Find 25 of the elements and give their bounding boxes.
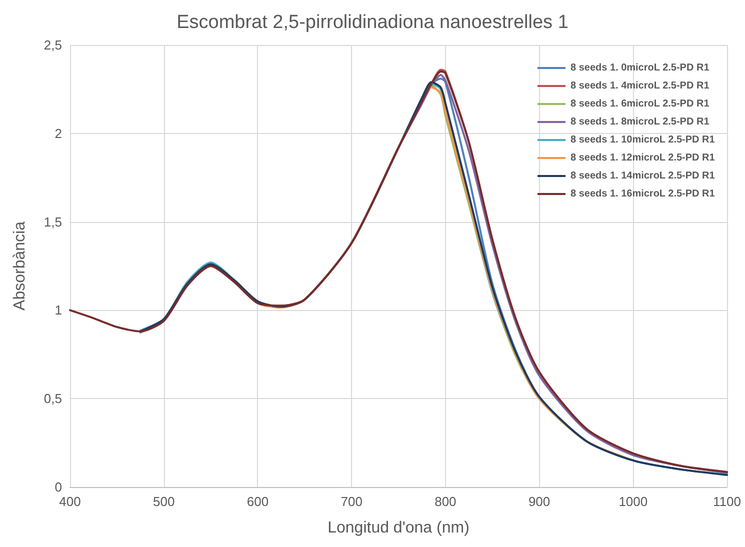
y-tick-label: 2 [54,126,62,141]
legend-label: 8 seeds 1. 14microL 2.5-PD R1 [570,170,716,182]
x-tick-label: 900 [528,494,550,509]
x-tick-label: 1100 [713,494,741,509]
x-tick-label: 500 [153,494,175,509]
legend-label: 8 seeds 1. 12microL 2.5-PD R1 [570,152,716,164]
legend-label: 8 seeds 1. 16microL 2.5-PD R1 [570,188,716,200]
x-tick-label: 700 [340,494,362,509]
y-tick-label: 0 [54,480,62,494]
legend-label: 8 seeds 1. 4microL 2.5-PD R1 [570,80,710,92]
y-tick-label: 2,5 [44,38,62,52]
legend-label: 8 seeds 1. 0microL 2.5-PD R1 [570,62,710,74]
x-tick-label: 400 [59,494,81,509]
x-tick-label: 600 [246,494,269,509]
chart-title: Escombrat 2,5-pirrolidinadiona nanoestrelles 1 [176,12,568,33]
legend-label: 8 seeds 1. 8microL 2.5-PD R1 [570,116,710,128]
y-axis-title: Absorbància [12,221,28,310]
x-tick-label: 1000 [618,494,648,509]
x-tick-label: 800 [434,494,456,509]
y-tick-label: 1 [54,302,62,318]
y-tick-label: 1,5 [44,214,62,230]
legend-label: 8 seeds 1. 6microL 2.5-PD R1 [570,98,710,110]
x-axis-title: Longitud d'ona (nm) [328,520,470,536]
legend-label: 8 seeds 1. 10microL 2.5-PD R1 [570,134,716,146]
y-tick-label: 0,5 [44,391,62,406]
